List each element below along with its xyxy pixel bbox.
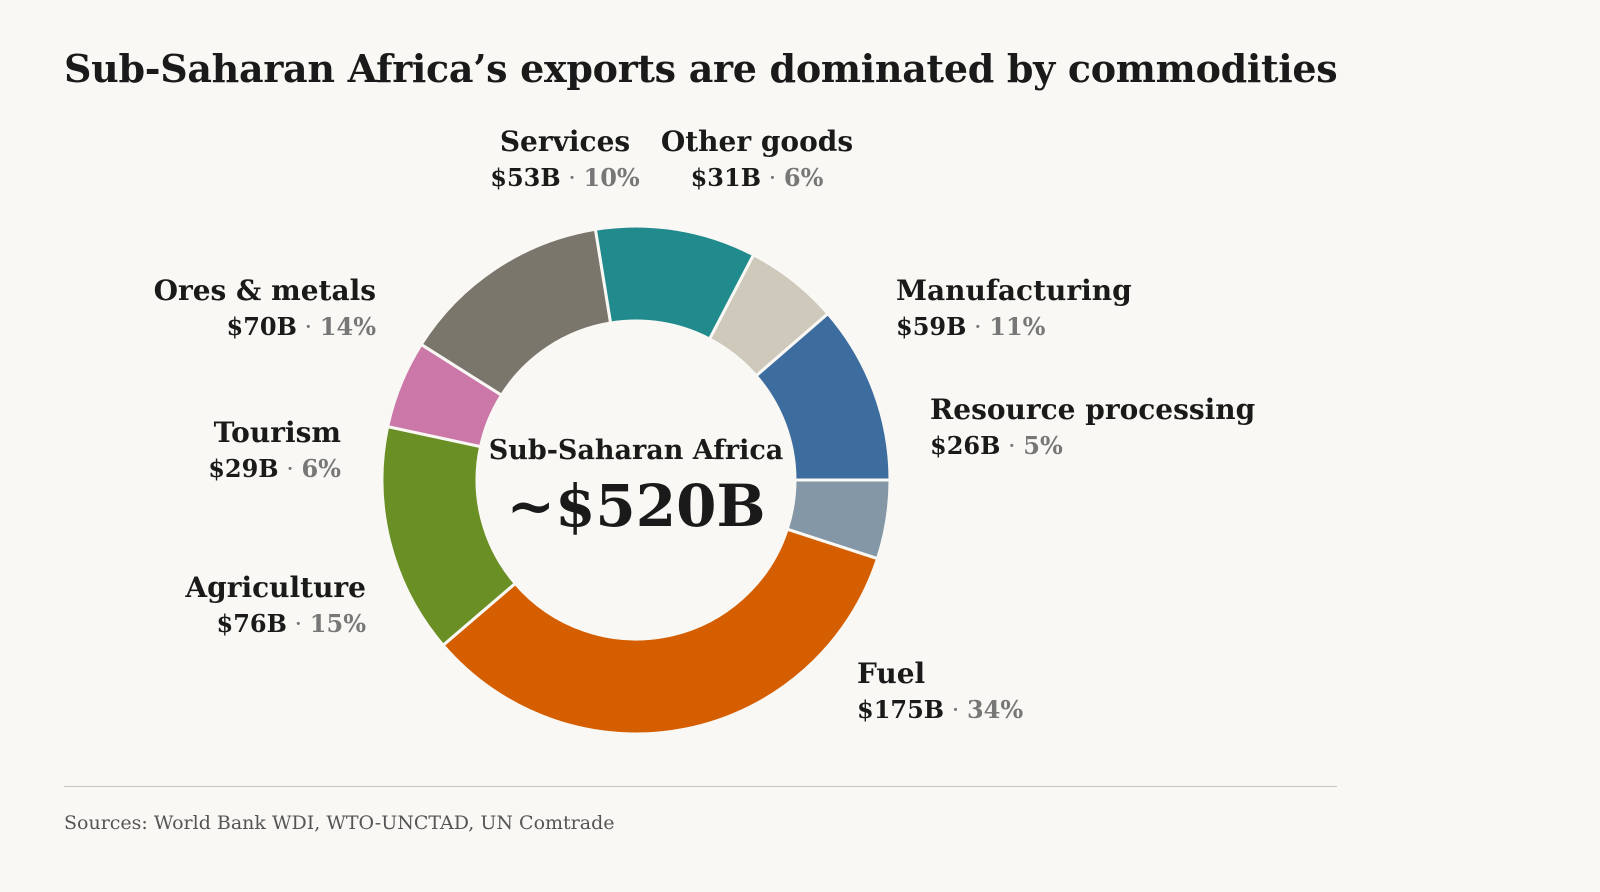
slice-label-agriculture: Agriculture $76B · 15%: [184, 571, 366, 638]
slice-value-line: $70B · 14%: [227, 312, 377, 341]
slice-label-ores-and-metals: Ores & metals $70B · 14%: [154, 274, 377, 341]
slice-percent: 15%: [310, 609, 366, 638]
center-total-value: ~$520B: [506, 472, 765, 540]
chart-title: Sub-Saharan Africa’s exports are dominat…: [64, 46, 1338, 91]
slice-manufacturing: [754, 311, 892, 482]
slice-value: $59B: [896, 312, 966, 341]
slice-value-line: $53B · 10%: [490, 163, 640, 192]
slice-name: Fuel: [857, 657, 925, 690]
slice-name: Services: [500, 125, 630, 158]
slice-name: Tourism: [214, 416, 341, 449]
slice-value-line: $26B · 5%: [930, 431, 1063, 460]
footer-divider: [64, 786, 1337, 787]
slice-percent: 34%: [967, 695, 1023, 724]
slice-label-manufacturing: Manufacturing $59B · 11%: [896, 274, 1132, 341]
slices-layer: [380, 224, 892, 736]
slice-value: $53B: [490, 163, 560, 192]
slice-percent: 11%: [989, 312, 1045, 341]
slice-value: $76B: [217, 609, 287, 638]
slice-separator: ·: [1000, 432, 1023, 460]
slice-value-line: $76B · 15%: [217, 609, 367, 638]
slice-percent: 10%: [584, 163, 640, 192]
slice-value-line: $31B · 6%: [691, 163, 824, 192]
slice-label-services: Services $53B · 10%: [490, 125, 640, 192]
slice-separator: ·: [761, 164, 784, 192]
slice-separator: ·: [297, 313, 320, 341]
slice-percent: 14%: [320, 312, 376, 341]
slice-name: Ores & metals: [154, 274, 376, 307]
slice-percent: 6%: [784, 163, 824, 192]
slice-value: $31B: [691, 163, 761, 192]
slice-value-line: $29B · 6%: [208, 454, 341, 483]
center-label: Sub-Saharan Africa: [489, 435, 784, 466]
slice-fuel: [440, 527, 880, 736]
slice-name: Resource processing: [930, 393, 1255, 426]
slice-value: $175B: [857, 695, 944, 724]
slice-name: Manufacturing: [896, 274, 1132, 307]
sources-note: Sources: World Bank WDI, WTO-UNCTAD, UN …: [64, 812, 615, 834]
slice-value-line: $59B · 11%: [896, 312, 1046, 341]
labels-layer: Resource processing $26B · 5% Fuel $175B · …: [154, 125, 1256, 724]
slice-separator: ·: [279, 455, 302, 483]
slice-value: $29B: [208, 454, 278, 483]
slice-name: Other goods: [661, 125, 853, 158]
slice-percent: 5%: [1023, 431, 1063, 460]
slice-separator: ·: [561, 164, 584, 192]
slice-label-other-goods: Other goods $31B · 6%: [661, 125, 853, 192]
slice-label-tourism: Tourism $29B · 6%: [208, 416, 341, 483]
slice-separator: ·: [944, 696, 967, 724]
slice-value: $26B: [930, 431, 1000, 460]
slice-name: Agriculture: [184, 571, 366, 604]
slice-value: $70B: [227, 312, 297, 341]
slice-separator: ·: [287, 610, 310, 638]
slice-label-resource-processing: Resource processing $26B · 5%: [930, 393, 1255, 460]
slice-value-line: $175B · 34%: [857, 695, 1023, 724]
slice-label-fuel: Fuel $175B · 34%: [857, 657, 1023, 724]
slice-separator: ·: [966, 313, 989, 341]
slice-percent: 6%: [301, 454, 341, 483]
